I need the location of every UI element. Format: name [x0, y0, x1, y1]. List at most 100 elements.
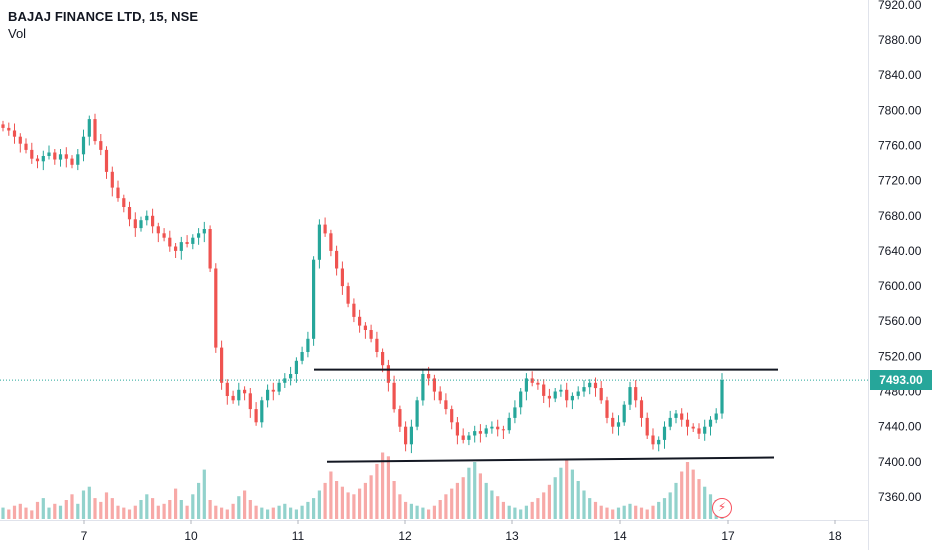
time-tick-label: 12 — [398, 529, 412, 543]
volume-bar — [593, 501, 598, 519]
candle-body — [662, 426, 667, 440]
candle-body — [473, 431, 477, 436]
candle-body — [271, 389, 275, 392]
volume-bar — [559, 467, 563, 519]
volume-bar — [450, 488, 454, 519]
candle-body — [70, 158, 74, 165]
candle-body — [570, 395, 574, 401]
candle-body — [628, 387, 632, 405]
volume-bar — [191, 494, 195, 519]
volume-bar — [375, 463, 379, 519]
candle-body — [461, 435, 465, 440]
candle-body — [496, 426, 500, 430]
price-tick-label: 7800.00 — [878, 103, 922, 117]
candle-body — [81, 136, 86, 155]
volume-bar — [662, 498, 667, 519]
volume-bar — [133, 505, 137, 519]
volume-bar — [582, 490, 586, 519]
candle-body — [524, 378, 528, 392]
candle-body — [191, 237, 195, 244]
volume-bar — [415, 505, 419, 519]
candle-body — [450, 409, 454, 423]
candle-body — [363, 325, 367, 330]
candle-body — [565, 389, 569, 401]
volume-bar — [237, 496, 241, 519]
volume-bar — [685, 462, 690, 519]
candle-body — [599, 388, 603, 401]
candle-body — [18, 136, 22, 144]
candle-body — [358, 316, 362, 326]
volume-bar — [122, 507, 126, 519]
candle-body — [593, 382, 598, 389]
volume-bar — [651, 505, 655, 519]
price-tick-label: 7880.00 — [878, 33, 922, 47]
candle-body — [127, 207, 132, 220]
chart-legend: BAJAJ FINANCE LTD, 15, NSE Vol — [8, 8, 198, 42]
volume-bar — [697, 479, 701, 519]
candle-body — [12, 130, 17, 137]
candle-body — [41, 156, 45, 162]
volume-bar — [473, 462, 477, 519]
candle-body — [254, 409, 258, 423]
candle-body — [243, 389, 247, 394]
candle-body — [398, 409, 402, 427]
volume-bar — [542, 492, 546, 519]
volume-bar — [58, 505, 63, 519]
volume-bar — [208, 500, 212, 519]
volume-bar — [323, 482, 327, 519]
candle-body — [685, 419, 690, 427]
candle-body — [507, 417, 511, 431]
volume-bar — [369, 475, 373, 519]
candle-body — [174, 246, 178, 251]
candle-body — [576, 391, 580, 396]
volume-bar — [455, 482, 459, 519]
candle-body — [139, 220, 143, 229]
volume-bar — [110, 498, 114, 519]
candle-body — [616, 422, 621, 427]
volume-bar — [421, 507, 425, 519]
candle-body — [513, 407, 517, 418]
price-tick-label: 7640.00 — [878, 244, 922, 258]
candle-body — [260, 400, 264, 423]
volume-bar — [81, 490, 86, 519]
candle-body — [421, 374, 425, 401]
volume-bar — [104, 492, 109, 519]
volume-bar — [674, 482, 678, 519]
lightning-icon[interactable]: ⚡ — [712, 498, 732, 518]
volume-bar — [536, 498, 540, 519]
volume-bar — [30, 510, 34, 519]
candle-body — [547, 395, 551, 399]
candle-body — [231, 395, 235, 401]
candle-body — [455, 422, 459, 436]
time-tick-label: 17 — [721, 529, 735, 543]
volume-bar — [156, 505, 160, 519]
volume-bar — [127, 509, 132, 519]
volume-bar — [24, 507, 28, 519]
candle-body — [87, 119, 91, 137]
volume-bar — [35, 501, 40, 519]
candle-body — [76, 154, 80, 165]
price-tick-label: 7440.00 — [878, 420, 922, 434]
candle-body — [536, 382, 540, 385]
volume-bar — [116, 505, 120, 519]
volume-bar — [484, 482, 488, 519]
candle-body — [588, 382, 592, 388]
volume-label: Vol — [8, 26, 27, 41]
volume-bar — [151, 498, 155, 519]
time-tick-label: 14 — [613, 529, 627, 543]
volume-bar — [312, 498, 316, 519]
volume-bar — [570, 469, 574, 519]
volume-bar — [214, 505, 218, 519]
volume-bar — [260, 507, 264, 519]
volume-bar — [289, 507, 293, 519]
volume-bar — [277, 505, 281, 519]
volume-bar — [496, 496, 500, 519]
volume-bar — [363, 482, 367, 519]
candle-body — [220, 347, 224, 383]
candle-body — [611, 417, 615, 427]
volume-bar — [386, 456, 390, 519]
candle-body — [145, 215, 149, 221]
volume-bar — [645, 509, 649, 519]
volume-bar — [611, 509, 615, 519]
